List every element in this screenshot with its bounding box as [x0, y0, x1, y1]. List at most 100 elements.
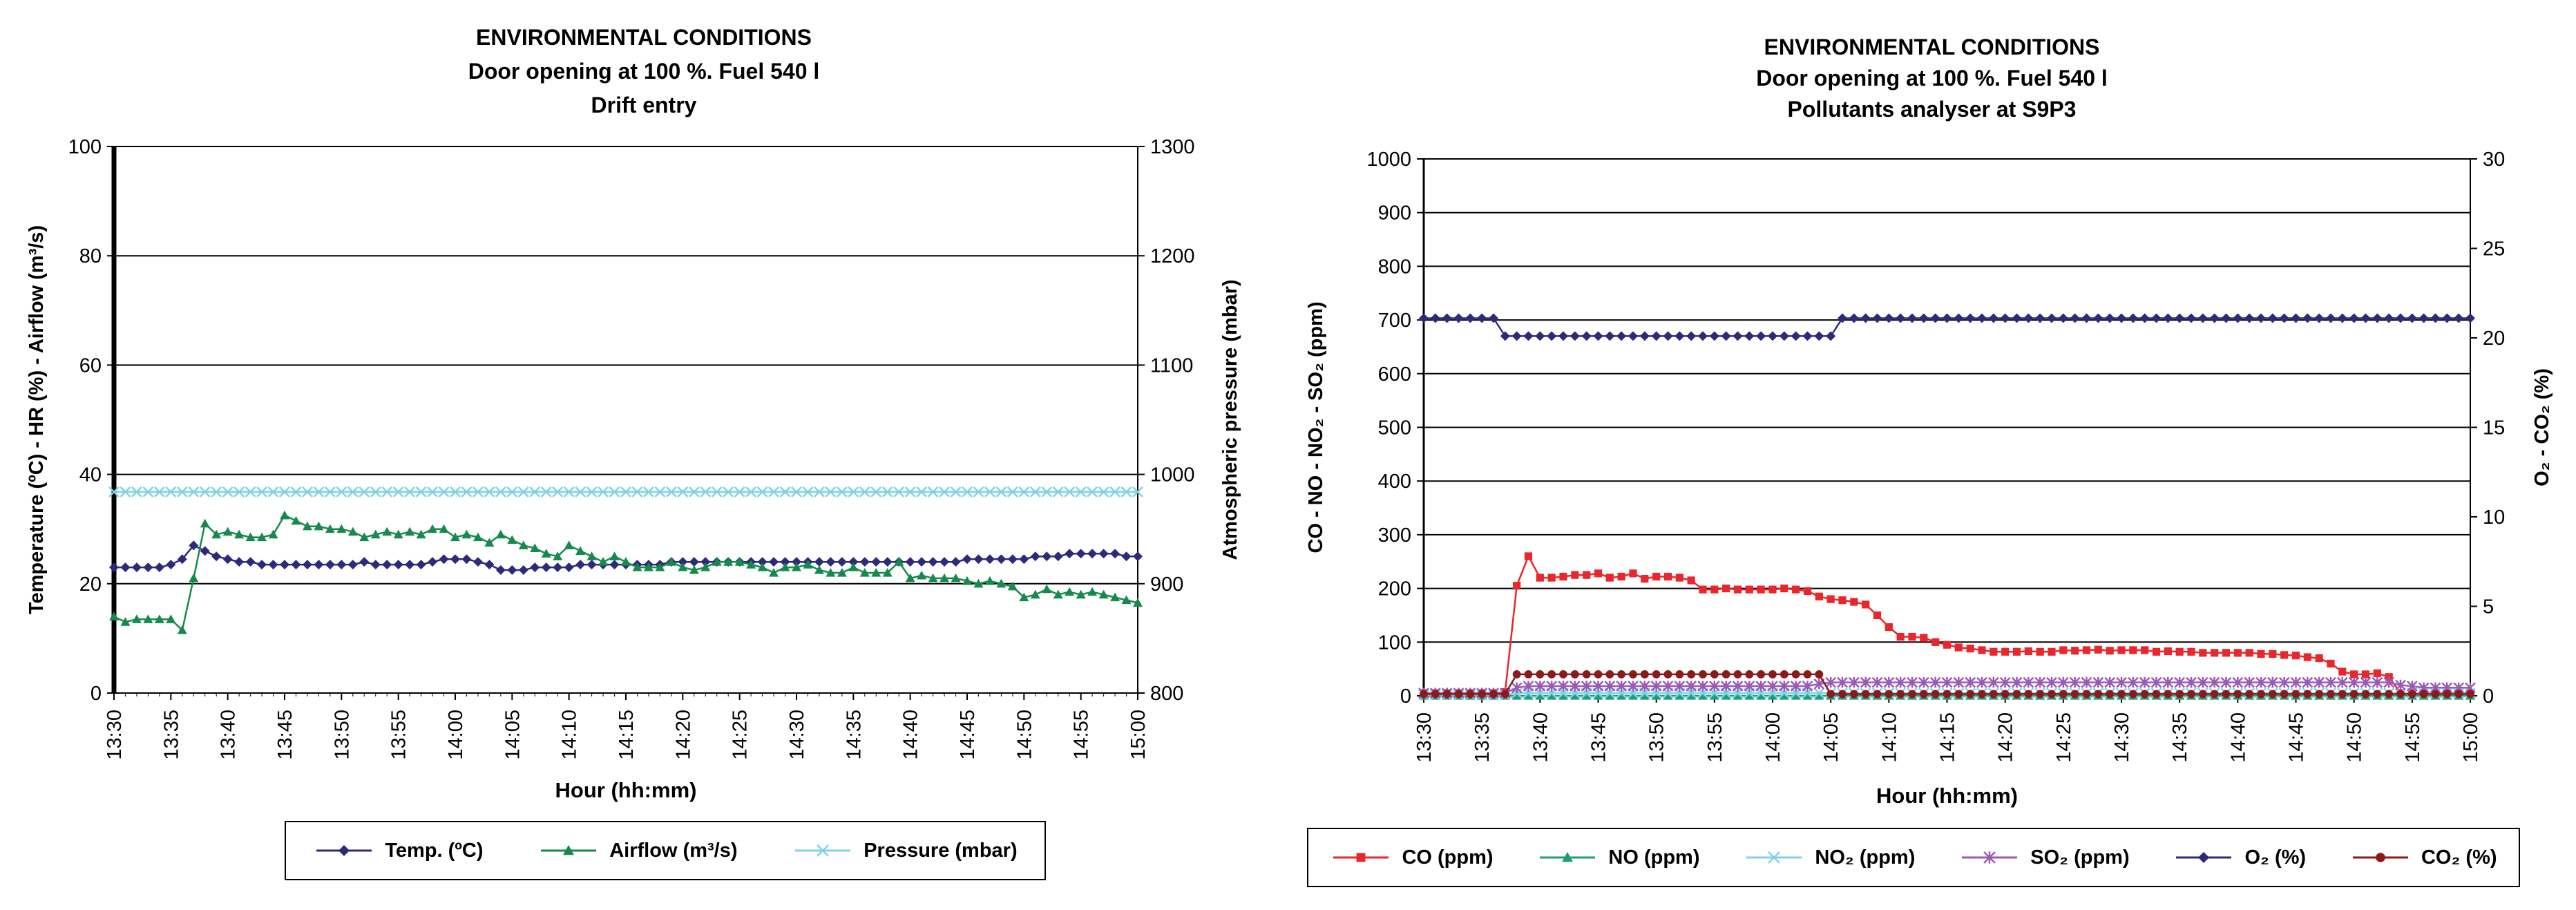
data-point — [1098, 589, 1109, 599]
data-point — [2372, 691, 2383, 700]
data-point — [2302, 676, 2313, 688]
data-point — [1466, 689, 1474, 697]
data-point — [2267, 688, 2278, 699]
data-point — [1697, 681, 1708, 692]
data-point — [1674, 688, 1686, 699]
data-point — [1582, 670, 1591, 679]
data-point — [428, 557, 438, 567]
data-point — [1792, 585, 1800, 594]
data-point — [2291, 652, 2300, 660]
data-point — [575, 560, 586, 570]
data-point — [2208, 688, 2220, 699]
data-point — [2442, 691, 2452, 700]
data-point — [1488, 689, 1499, 701]
data-point — [2036, 690, 2045, 699]
data-point — [1639, 331, 1650, 341]
data-point — [2139, 676, 2150, 688]
data-point — [1571, 571, 1579, 579]
data-point — [2396, 313, 2405, 323]
data-point — [2431, 689, 2440, 697]
data-point — [1499, 688, 1511, 699]
data-point — [1860, 313, 1871, 323]
data-point — [2070, 691, 2080, 700]
data-point — [2197, 688, 2208, 699]
data-point — [1605, 670, 1614, 679]
data-point — [2256, 691, 2266, 700]
data-point — [1756, 331, 1766, 341]
data-point — [1594, 670, 1603, 679]
data-point — [1442, 690, 1451, 699]
data-point — [1501, 688, 1509, 696]
data-point — [1064, 486, 1076, 497]
data-point — [2208, 676, 2220, 688]
data-point — [2106, 690, 2115, 699]
data-point — [586, 551, 597, 560]
data-point — [450, 486, 461, 497]
data-point — [2128, 313, 2138, 323]
data-point — [2069, 676, 2081, 688]
data-point — [438, 486, 450, 497]
data-point — [2012, 313, 2022, 323]
y-right-tick-label: 30 — [2483, 149, 2505, 171]
data-point — [2290, 676, 2302, 688]
data-point — [2302, 691, 2313, 700]
data-point — [1999, 688, 2011, 699]
y-right-tick-label: 0 — [2483, 685, 2494, 708]
data-point — [415, 486, 427, 497]
y-axis-label: CO - NO - NO₂ - SO₂ (ppm) — [1305, 301, 1327, 553]
data-point — [1019, 592, 1029, 602]
data-point — [2058, 313, 2068, 323]
data-point — [666, 557, 676, 566]
data-point — [1065, 587, 1075, 596]
data-point — [1745, 585, 1753, 594]
data-point — [1930, 313, 1940, 323]
y-axis-right-label: Atmospheric pressure (mbar) — [1219, 279, 1241, 560]
data-point — [495, 565, 506, 576]
data-point — [234, 529, 245, 539]
data-point — [1592, 688, 1604, 699]
data-point — [951, 573, 961, 582]
data-point — [1825, 676, 1837, 688]
data-point — [2418, 688, 2430, 699]
data-point — [1815, 670, 1824, 679]
data-point — [2465, 313, 2475, 323]
data-point — [1733, 585, 1742, 594]
data-point — [1639, 681, 1650, 692]
data-point — [2360, 313, 2371, 323]
data-point — [245, 532, 256, 542]
data-point — [291, 515, 301, 525]
data-point — [1453, 313, 1464, 323]
data-point — [416, 529, 426, 539]
data-point — [1720, 688, 1732, 699]
data-point — [211, 486, 222, 497]
data-point — [1860, 691, 1871, 700]
data-point — [234, 557, 245, 567]
x-tick-label: 15:00 — [1127, 710, 1149, 760]
series-3 — [1418, 676, 2476, 699]
data-point — [1990, 647, 1998, 656]
chart-title-line-2: Door opening at 100 %. Fuel 540 l — [1756, 66, 2108, 91]
data-point — [928, 557, 938, 567]
data-point — [1616, 681, 1628, 692]
data-point — [2326, 691, 2336, 700]
data-point — [2071, 647, 2079, 655]
legend-item: NO₂ (ppm) — [1743, 846, 1915, 869]
data-point — [1616, 691, 1627, 700]
data-point — [2280, 651, 2289, 659]
data-point — [2279, 691, 2289, 700]
data-point — [1896, 632, 1905, 641]
series-line — [1424, 692, 2470, 696]
data-point — [1594, 569, 1603, 578]
data-point — [1768, 585, 1777, 594]
data-point — [1732, 681, 1744, 692]
data-point — [188, 486, 200, 497]
data-point — [1065, 549, 1075, 559]
data-point — [904, 486, 916, 497]
data-point — [541, 549, 551, 558]
data-point — [1617, 572, 1625, 581]
data-point — [1965, 676, 1976, 688]
data-point — [1650, 681, 1662, 692]
data-point — [1802, 681, 1813, 692]
data-point — [1593, 691, 1603, 700]
data-point — [1477, 313, 1487, 323]
